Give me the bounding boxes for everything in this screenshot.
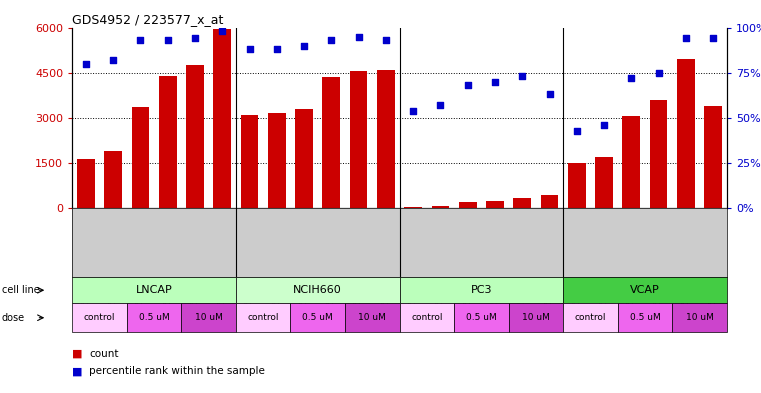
- Point: [489, 79, 501, 85]
- Bar: [677, 59, 695, 208]
- Bar: [350, 71, 368, 208]
- Point: [380, 37, 392, 43]
- Bar: [404, 207, 422, 208]
- Point: [680, 35, 692, 42]
- Text: PC3: PC3: [470, 285, 492, 295]
- Bar: [268, 113, 285, 208]
- Text: NCIH660: NCIH660: [293, 285, 342, 295]
- Text: percentile rank within the sample: percentile rank within the sample: [89, 366, 265, 376]
- Bar: [104, 151, 122, 208]
- Bar: [132, 107, 149, 208]
- Bar: [540, 195, 559, 208]
- Point: [271, 46, 283, 52]
- Point: [135, 37, 147, 43]
- Bar: [595, 157, 613, 208]
- Bar: [323, 77, 340, 208]
- Text: 10 uM: 10 uM: [522, 313, 549, 322]
- Point: [189, 35, 201, 42]
- Point: [352, 33, 365, 40]
- Text: 0.5 uM: 0.5 uM: [302, 313, 333, 322]
- Bar: [77, 158, 95, 208]
- Point: [435, 102, 447, 108]
- Bar: [295, 109, 313, 208]
- Bar: [377, 70, 395, 208]
- Point: [216, 28, 228, 34]
- Text: control: control: [84, 313, 116, 322]
- Text: cell line: cell line: [2, 285, 40, 295]
- Bar: [704, 106, 722, 208]
- Text: ■: ■: [72, 366, 83, 376]
- Point: [543, 91, 556, 97]
- Text: 10 uM: 10 uM: [358, 313, 386, 322]
- Point: [407, 108, 419, 114]
- Text: ■: ■: [72, 349, 83, 359]
- Text: VCAP: VCAP: [630, 285, 660, 295]
- Point: [107, 57, 119, 63]
- Bar: [186, 65, 204, 208]
- Text: GDS4952 / 223577_x_at: GDS4952 / 223577_x_at: [72, 13, 224, 26]
- Point: [571, 127, 583, 134]
- Text: dose: dose: [2, 313, 24, 323]
- Text: control: control: [411, 313, 443, 322]
- Text: 0.5 uM: 0.5 uM: [466, 313, 497, 322]
- Point: [652, 70, 664, 76]
- Text: LNCAP: LNCAP: [135, 285, 173, 295]
- Bar: [486, 201, 504, 208]
- Point: [598, 122, 610, 128]
- Point: [161, 37, 174, 43]
- Text: 10 uM: 10 uM: [195, 313, 222, 322]
- Bar: [622, 116, 640, 208]
- Text: control: control: [575, 313, 607, 322]
- Text: 0.5 uM: 0.5 uM: [139, 313, 170, 322]
- Text: 0.5 uM: 0.5 uM: [629, 313, 661, 322]
- Bar: [650, 100, 667, 208]
- Bar: [431, 206, 449, 208]
- Point: [244, 46, 256, 52]
- Point: [516, 73, 528, 79]
- Bar: [459, 202, 476, 208]
- Point: [462, 82, 474, 88]
- Point: [298, 42, 310, 49]
- Point: [325, 37, 337, 43]
- Point: [80, 61, 92, 67]
- Bar: [240, 115, 259, 208]
- Text: count: count: [89, 349, 119, 359]
- Text: control: control: [247, 313, 279, 322]
- Bar: [213, 29, 231, 208]
- Bar: [514, 198, 531, 208]
- Point: [626, 75, 638, 81]
- Text: 10 uM: 10 uM: [686, 313, 713, 322]
- Bar: [159, 76, 177, 208]
- Bar: [568, 163, 586, 208]
- Point: [707, 35, 719, 42]
